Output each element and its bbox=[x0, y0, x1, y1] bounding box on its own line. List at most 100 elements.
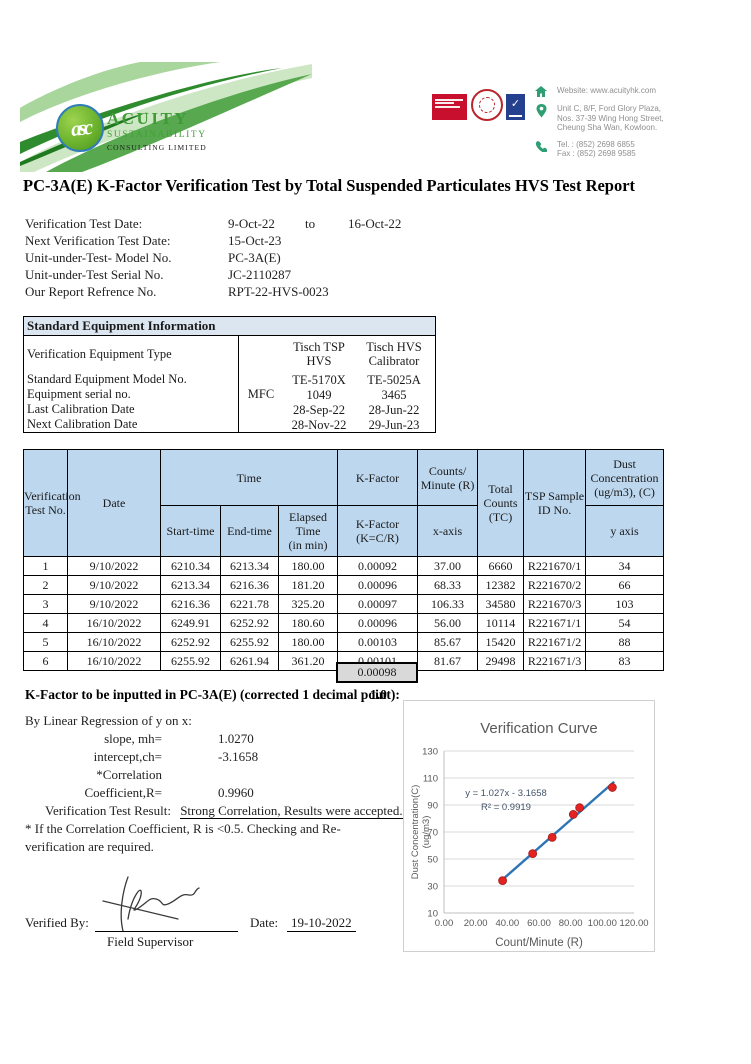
certification-seal-logo bbox=[471, 89, 503, 121]
equipment-row: Next Calibration Date 28-Nov-22 29-Jun-23 bbox=[24, 417, 435, 432]
table-cell: 325.20 bbox=[277, 594, 339, 614]
equipment-label: Next Calibration Date bbox=[24, 417, 239, 432]
table-cell: 37.00 bbox=[417, 556, 479, 576]
regression-row: intercept,ch= -3.1658 bbox=[25, 748, 408, 766]
equipment-label: Standard Equipment Model No. bbox=[24, 372, 239, 387]
table-cell: 181.20 bbox=[277, 575, 339, 595]
regression-value: 0.9960 bbox=[218, 785, 254, 800]
table-cell: 6221.78 bbox=[220, 594, 279, 614]
info-value: JC-2110287 bbox=[228, 267, 292, 282]
table-row: 5 16/10/2022 6252.92 6255.92 180.00 0.00103 85… bbox=[23, 632, 665, 652]
table-cell: 34580 bbox=[477, 594, 525, 614]
verification-result-line: Verification Test Result: Strong Correla… bbox=[25, 802, 408, 820]
info-to: to bbox=[305, 216, 316, 231]
chart-svg: 130 110 90 70 50 30 100.00 20.00 40.00 60.00 80.00… bbox=[410, 720, 649, 949]
signature-line bbox=[95, 931, 238, 932]
company-logo: asc bbox=[56, 104, 104, 152]
verification-curve-chart: 130 110 90 70 50 30 10 0.00 20.00 40.00 60.00 80.00… bbox=[403, 700, 655, 952]
info-value: PC-3A(E) bbox=[228, 250, 281, 265]
table-cell: 2 bbox=[23, 575, 68, 595]
info-row: Unit-under-Test- Model No. PC-3A(E) bbox=[25, 249, 401, 266]
svg-text:Count/Minute (R): Count/Minute (R) bbox=[495, 937, 583, 949]
regression-row: slope, mh= 1.0270 bbox=[25, 730, 408, 748]
table-cell: 83 bbox=[585, 651, 665, 671]
table-cell: 6660 bbox=[477, 556, 525, 576]
table-cell: 66 bbox=[585, 575, 665, 595]
table-cell: 6249.91 bbox=[160, 613, 221, 633]
phone-icon bbox=[534, 140, 548, 152]
info-value: RPT-22-HVS-0023 bbox=[228, 284, 329, 299]
table-cell: 6255.92 bbox=[220, 632, 279, 652]
svg-text:60.00: 60.00 bbox=[527, 918, 551, 929]
table-cell: 6261.94 bbox=[220, 651, 279, 671]
accreditation-logos: ✓ bbox=[430, 88, 530, 122]
table-cell: 1 bbox=[23, 556, 68, 576]
svg-text:130: 130 bbox=[422, 747, 438, 758]
info-value: 9-Oct-22 bbox=[228, 216, 275, 231]
col-time-group: Time bbox=[159, 449, 339, 506]
col-k-factor-group: K-Factor bbox=[337, 449, 419, 506]
table-cell: R221670/3 bbox=[523, 594, 587, 614]
regression-block: By Linear Regression of y on x: slope, m… bbox=[25, 712, 408, 856]
table-cell: 9/10/2022 bbox=[67, 556, 161, 576]
table-row: 6 16/10/2022 6255.92 6261.94 361.20 0.00101 81… bbox=[23, 651, 665, 671]
table-cell: 180.00 bbox=[277, 632, 339, 652]
svg-text:Dust Concentration(C): Dust Concentration(C) bbox=[410, 785, 421, 880]
table-cell: 0.00092 bbox=[337, 556, 419, 576]
info-value: 15-Oct-23 bbox=[228, 233, 282, 248]
table-cell: 68.33 bbox=[417, 575, 479, 595]
equipment-value-1: TE-5170X bbox=[292, 372, 346, 387]
equipment-value-1: 28-Nov-22 bbox=[291, 417, 347, 432]
svg-text:80.00: 80.00 bbox=[559, 918, 583, 929]
regression-label: slope, mh= bbox=[104, 731, 162, 746]
col-total-counts: Total Counts (TC) bbox=[477, 449, 525, 557]
iso-certification-logo bbox=[432, 94, 467, 120]
equipment-value-1: Tisch TSP HVS bbox=[293, 340, 345, 368]
table-cell: R221671/2 bbox=[523, 632, 587, 652]
contact-website-row: Website: www.acuityhk.com bbox=[534, 86, 664, 97]
result-value: Strong Correlation, Results were accepte… bbox=[180, 803, 408, 819]
logo-monogram: asc bbox=[69, 114, 91, 141]
table-cell: 9/10/2022 bbox=[67, 594, 161, 614]
equipment-row: Last Calibration Date 28-Sep-22 28-Jun-22 bbox=[24, 402, 435, 417]
equipment-value-2: 3465 bbox=[381, 387, 407, 402]
svg-text:0.00: 0.00 bbox=[435, 918, 454, 929]
svg-text:40.00: 40.00 bbox=[495, 918, 519, 929]
contact-tel-fax: Tel. : (852) 2698 6855 Fax : (852) 2698 … bbox=[557, 139, 636, 159]
table-cell: 6213.34 bbox=[220, 556, 279, 576]
equipment-value-1: 1049 bbox=[306, 387, 332, 402]
table-cell: 12382 bbox=[477, 575, 525, 595]
page-title: PC-3A(E) K-Factor Verification Test by T… bbox=[23, 176, 636, 195]
brand-tagline: SUSTAINABILITY bbox=[107, 130, 207, 140]
svg-text:120.00: 120.00 bbox=[619, 918, 648, 929]
regression-heading: By Linear Regression of y on x: bbox=[25, 713, 192, 728]
table-cell: 88 bbox=[585, 632, 665, 652]
svg-text:90: 90 bbox=[427, 801, 438, 812]
svg-text:100.00: 100.00 bbox=[588, 918, 617, 929]
table-cell: 4 bbox=[23, 613, 68, 633]
result-label: Verification Test Result: bbox=[45, 803, 171, 818]
table-cell: 0.00096 bbox=[337, 613, 419, 633]
info-label: Our Report Refrence No. bbox=[25, 284, 157, 299]
table-cell: 6 bbox=[23, 651, 68, 671]
table-cell: 15420 bbox=[477, 632, 525, 652]
table-cell: 6216.36 bbox=[160, 594, 221, 614]
equipment-label: Verification Equipment Type bbox=[24, 336, 239, 372]
regression-value: -3.1658 bbox=[218, 749, 259, 764]
date-label: Date: bbox=[250, 915, 279, 930]
table-cell: 81.67 bbox=[417, 651, 479, 671]
table-row: 1 9/10/2022 6210.34 6213.34 180.00 0.00092 37.… bbox=[23, 556, 665, 576]
contact-block: Website: www.acuityhk.com Unit C, 8/F, F… bbox=[534, 86, 664, 166]
svg-text:20.00: 20.00 bbox=[464, 918, 488, 929]
table-cell: 9/10/2022 bbox=[67, 575, 161, 595]
k-factor-input-label: K-Factor to be inputted in PC-3A(E) (cor… bbox=[25, 687, 400, 702]
equipment-value-1: 28-Sep-22 bbox=[292, 402, 346, 417]
svg-text:30: 30 bbox=[427, 882, 438, 893]
table-cell: 29498 bbox=[477, 651, 525, 671]
standard-equipment-table: Standard Equipment Information Verificat… bbox=[23, 316, 436, 433]
equipment-label: Last Calibration Date bbox=[24, 402, 239, 417]
table-row: 2 9/10/2022 6213.34 6216.36 181.20 0.00096 68.… bbox=[23, 575, 665, 595]
table-cell: 10114 bbox=[477, 613, 525, 633]
info-row: Unit-under-Test Serial No. JC-2110287 bbox=[25, 266, 401, 283]
